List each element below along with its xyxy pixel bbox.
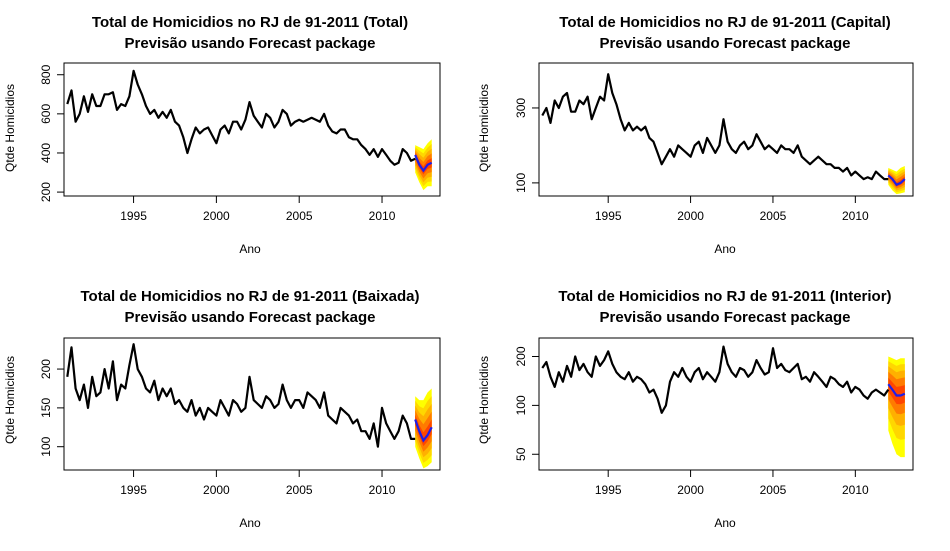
forecast-interval-band <box>415 414 432 447</box>
y-tick-label: 800 <box>39 64 53 84</box>
series-line <box>541 345 890 414</box>
y-tick-label: 600 <box>39 104 53 124</box>
forecast-line <box>414 419 433 443</box>
series-line <box>66 69 416 166</box>
y-axis-label: Qtde Homicidios <box>3 84 17 172</box>
x-tick-label: 2000 <box>203 483 230 497</box>
x-tick-label: 2005 <box>286 209 313 223</box>
y-axis: 200 400 600 800 <box>39 64 65 202</box>
y-axis-label: Qtde Homicidios <box>3 356 17 444</box>
y-tick-label: 150 <box>39 398 53 418</box>
series-line <box>541 73 889 181</box>
plot-frame <box>63 337 441 471</box>
panel-capital: Total de Homicidios no RJ de 91-2011 (Ca… <box>477 14 891 256</box>
chart-subtitle: Previsão usando Forecast package <box>600 309 851 326</box>
x-axis-label: Ano <box>714 516 736 530</box>
panel-baixada: Total de Homicidios no RJ de 91-2011 (Ba… <box>3 288 420 530</box>
chart-title: Total de Homicidios no RJ de 91-2011 (To… <box>92 14 408 31</box>
x-axis-label: Ano <box>714 242 736 256</box>
plot-area: 1995 2000 2005 2010 100 150 200 <box>39 337 441 497</box>
x-tick-label: 2005 <box>760 209 787 223</box>
y-axis-label: Qtde Homicidios <box>477 356 491 444</box>
x-tick-label: 2000 <box>203 209 230 223</box>
x-axis: 1995 2000 2005 2010 <box>120 195 396 223</box>
x-tick-label: 2000 <box>677 209 704 223</box>
chart-title: Total de Homicidios no RJ de 91-2011 (In… <box>558 288 891 305</box>
y-tick-label: 100 <box>514 173 528 193</box>
x-tick-label: 1995 <box>120 209 147 223</box>
x-axis: 1995 2000 2005 2010 <box>595 469 869 497</box>
x-tick-label: 1995 <box>595 209 622 223</box>
plot-area: 1995 2000 2005 2010 200 400 600 800 <box>39 62 441 223</box>
y-axis-label: Qtde Homicidios <box>477 84 491 172</box>
chart-title: Total de Homicidios no RJ de 91-2011 (Ca… <box>559 14 890 31</box>
y-tick-label: 200 <box>514 346 528 366</box>
x-axis: 1995 2000 2005 2010 <box>595 195 869 223</box>
y-tick-label: 50 <box>514 447 528 461</box>
panel-total: Total de Homicidios no RJ de 91-2011 (To… <box>3 14 408 256</box>
x-tick-label: 2010 <box>842 209 869 223</box>
x-tick-label: 2000 <box>677 483 704 497</box>
y-axis: 50 100 200 <box>514 346 540 461</box>
x-axis: 1995 2000 2005 2010 <box>120 469 396 497</box>
plot-frame <box>63 62 441 197</box>
x-tick-label: 2010 <box>369 483 396 497</box>
chart-title: Total de Homicidios no RJ de 91-2011 (Ba… <box>81 288 420 305</box>
y-tick-label: 400 <box>39 143 53 163</box>
x-tick-label: 2010 <box>842 483 869 497</box>
forecast-line <box>887 174 906 187</box>
plot-area: 1995 2000 2005 2010 50 100 200 <box>514 337 914 497</box>
chart-subtitle: Previsão usando Forecast package <box>125 35 376 52</box>
forecast-interval-band <box>415 151 432 179</box>
y-tick-label: 100 <box>514 395 528 415</box>
y-tick-label: 100 <box>39 436 53 456</box>
series-line <box>66 343 416 448</box>
y-tick-label: 200 <box>39 359 53 379</box>
forecast-interval-band <box>888 377 905 405</box>
forecast-line <box>887 383 906 397</box>
x-axis-label: Ano <box>239 516 261 530</box>
panel-interior: Total de Homicidios no RJ de 91-2011 (In… <box>477 288 892 530</box>
x-tick-label: 2005 <box>760 483 787 497</box>
x-tick-label: 1995 <box>120 483 147 497</box>
x-tick-label: 1995 <box>595 483 622 497</box>
x-tick-label: 2010 <box>369 209 396 223</box>
forecast-line <box>414 154 433 173</box>
plot-area: 1995 2000 2005 2010 100 300 <box>514 62 914 223</box>
x-tick-label: 2005 <box>286 483 313 497</box>
chart-subtitle: Previsão usando Forecast package <box>125 309 376 326</box>
y-tick-label: 300 <box>514 98 528 118</box>
x-axis-label: Ano <box>239 242 261 256</box>
chart-subtitle: Previsão usando Forecast package <box>600 35 851 52</box>
y-axis: 100 150 200 <box>39 359 65 457</box>
y-tick-label: 200 <box>39 182 53 202</box>
y-axis: 100 300 <box>514 98 540 193</box>
